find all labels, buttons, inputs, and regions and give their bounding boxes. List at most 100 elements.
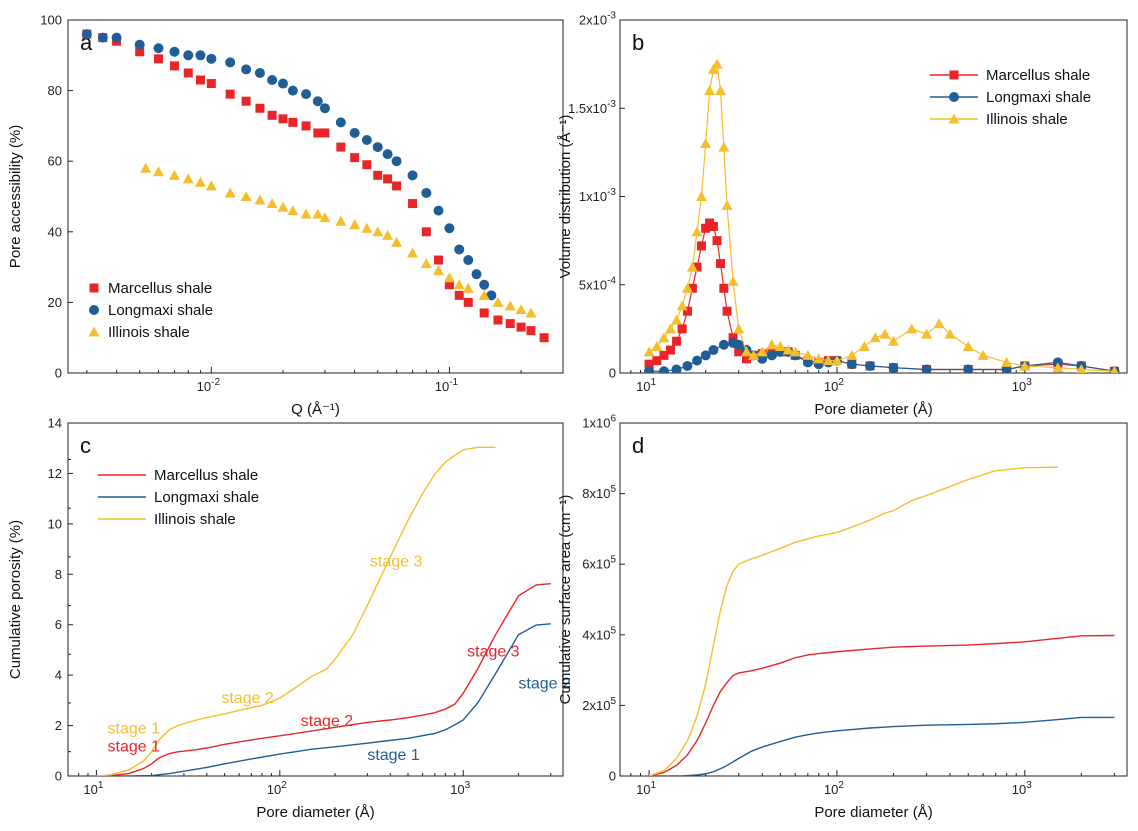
data-point (539, 333, 549, 343)
data-point (277, 201, 289, 212)
data-point (478, 289, 490, 300)
data-point (153, 43, 164, 54)
data-point (766, 339, 778, 350)
data-point (255, 103, 265, 113)
data-point (254, 67, 265, 78)
data-point (865, 360, 876, 371)
stage-annotation: stage 2 (518, 675, 571, 692)
data-point (392, 181, 402, 191)
data-point (906, 323, 918, 334)
x-axis-label: Q (Å⁻¹) (291, 401, 340, 418)
data-point (267, 75, 278, 86)
data-point (716, 259, 726, 269)
data-point (383, 174, 393, 184)
data-point (672, 336, 682, 346)
data-point (267, 110, 277, 120)
data-point (1052, 362, 1064, 373)
data-point (320, 128, 330, 138)
y-tick-label: 6x105 (582, 555, 616, 572)
data-point (789, 346, 801, 357)
x-tick-label-base: 10 (450, 782, 464, 797)
y-tick-label-exp: 5 (610, 555, 616, 566)
x-axis-label: Pore diameter (Å) (814, 804, 932, 821)
data-point (701, 223, 711, 233)
series-marcellus (648, 634, 1115, 776)
y-tick-label: 2x105 (582, 696, 616, 713)
data-point (708, 222, 718, 232)
x-tick-label: 102 (267, 780, 287, 797)
data-point (666, 345, 676, 355)
x-tick-label-base: 10 (824, 782, 838, 797)
x-tick-label-exp: 1 (98, 780, 104, 791)
data-point (644, 359, 654, 369)
y-tick-label-exp: -3 (607, 11, 616, 22)
data-point (335, 215, 347, 226)
data-point (349, 219, 361, 230)
data-point (168, 169, 180, 180)
data-point (312, 208, 324, 219)
data-point (715, 85, 727, 96)
series-marcellus (96, 582, 551, 776)
data-point (493, 315, 503, 325)
data-point (463, 297, 473, 307)
x-tick-label: 101 (636, 377, 656, 394)
y-tick-label-exp: -4 (607, 275, 616, 286)
data-point (492, 296, 504, 307)
data-point (254, 194, 266, 205)
legend-marker (949, 70, 959, 80)
x-tick-label-exp: -2 (211, 377, 220, 388)
data-point (700, 138, 712, 149)
y-tick-label: 12 (48, 466, 62, 481)
data-point (97, 32, 108, 43)
data-point (676, 300, 688, 311)
y-tick-label: 0 (609, 366, 616, 381)
series-illinois (643, 58, 1119, 373)
plot-frame (67, 19, 564, 374)
legend-marker (89, 305, 99, 315)
y-tick-label: 14 (48, 416, 62, 431)
data-point (319, 212, 331, 223)
data-point (692, 355, 703, 366)
x-tick-label-exp: -1 (449, 377, 458, 388)
data-point (802, 349, 814, 360)
data-point (206, 53, 217, 64)
data-point (665, 323, 677, 334)
data-point (677, 324, 687, 334)
data-point (433, 265, 445, 276)
data-point (659, 350, 669, 360)
data-point (361, 222, 373, 233)
legend-label: Marcellus shale (986, 67, 1090, 84)
data-point (888, 362, 899, 373)
legend-label: Illinois shale (108, 324, 190, 341)
data-point (301, 121, 311, 131)
plot-frame (67, 422, 564, 777)
data-point (687, 283, 697, 293)
panel-letter: b (632, 30, 644, 55)
y-tick-label-base: 1x10 (582, 416, 610, 431)
data-point (963, 364, 974, 373)
y-tick-label: 2x10-3 (579, 11, 617, 28)
data-point (225, 89, 235, 99)
data-point (516, 322, 526, 332)
legend-marker (88, 326, 100, 337)
x-tick-label-base: 10 (83, 782, 97, 797)
data-point (718, 339, 729, 350)
legend-label: Longmaxi shale (108, 302, 213, 319)
data-point (195, 75, 205, 85)
x-tick-label-exp: 2 (281, 780, 287, 791)
data-point (183, 68, 193, 78)
data-point (774, 341, 786, 352)
y-tick-label: 10 (48, 516, 62, 531)
series-longmaxi (644, 337, 1120, 373)
data-point (349, 127, 360, 138)
data-point (658, 332, 670, 343)
data-point (224, 187, 236, 198)
y-tick-label: 1.5x10-3 (568, 99, 616, 116)
data-point (671, 314, 683, 325)
stage-annotation: stage 1 (108, 720, 161, 737)
data-point (887, 335, 899, 346)
data-point (382, 229, 394, 240)
data-point (691, 226, 703, 237)
x-tick-label: 10-2 (197, 377, 221, 394)
